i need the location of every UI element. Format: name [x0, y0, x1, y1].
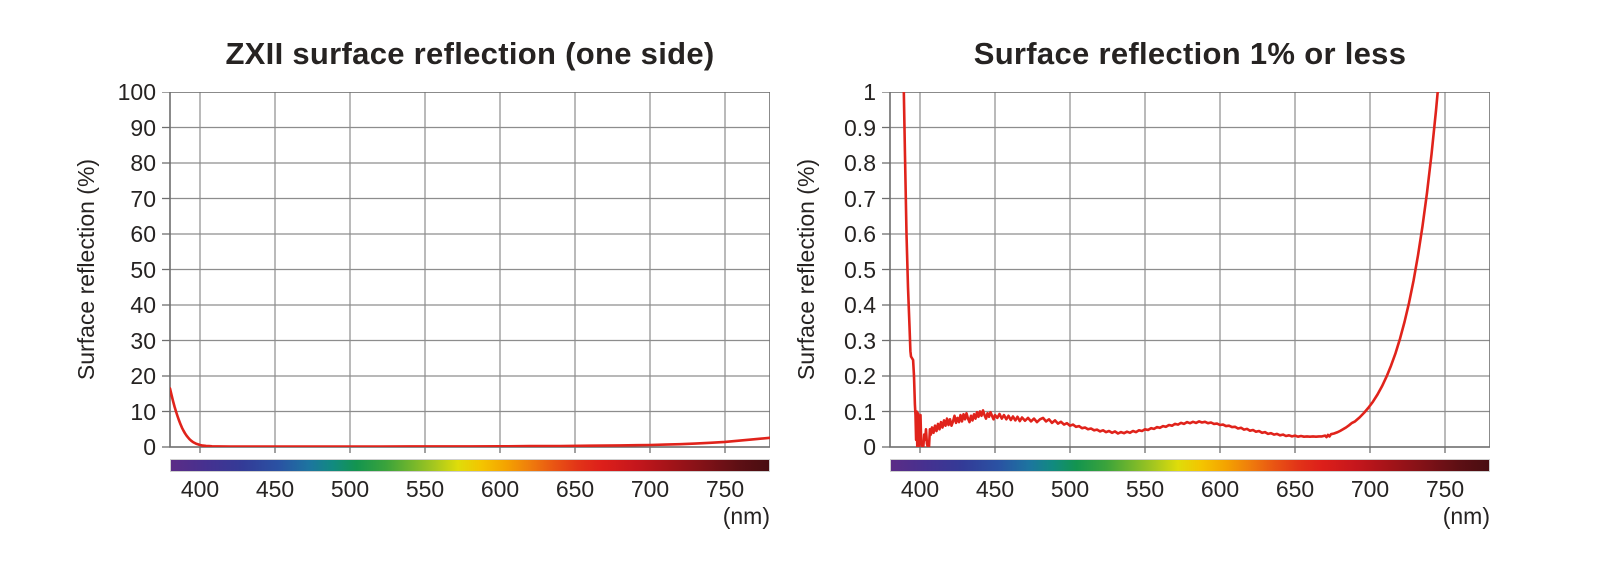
y-tick-label: 20: [130, 363, 156, 389]
reflection-curve: [902, 92, 1440, 447]
y-tick-label: 0.8: [844, 150, 876, 176]
x-tick-label: 550: [405, 476, 445, 502]
chart-left-zxii-surface-reflection: ZXII surface reflection (one side) Surfa…: [73, 36, 770, 529]
y-tick-label: 0.5: [844, 256, 876, 283]
x-axis-unit-label: (nm): [722, 503, 770, 529]
x-tick-label: 400: [180, 476, 220, 502]
x-tick-label: 700: [630, 476, 670, 502]
reflection-curve: [170, 387, 770, 447]
x-tick-label: 750: [1425, 476, 1465, 502]
x-tick-label: 450: [975, 476, 1015, 502]
y-tick-label: 0.2: [844, 363, 876, 389]
y-tick-label: 100: [117, 79, 156, 105]
chart-right-surface-reflection-1pct: Surface reflection 1% or less Surface re…: [720, 0, 1520, 566]
x-axis-unit-label: (nm): [1442, 503, 1490, 529]
x-tick-label: 650: [555, 476, 595, 502]
chart-title: ZXII surface reflection (one side): [225, 36, 715, 71]
y-tick-label: 70: [130, 185, 156, 212]
y-tick-label: 30: [130, 327, 156, 354]
x-tick-label: 700: [1350, 476, 1390, 502]
y-tick-label: 80: [130, 150, 156, 176]
x-tick-label: 400: [900, 476, 940, 502]
y-tick-label: 0.6: [844, 221, 876, 247]
y-tick-label: 1: [863, 79, 876, 105]
plot-area: [882, 92, 1490, 453]
x-tick-label: 450: [255, 476, 295, 502]
y-tick-label: 0.3: [844, 327, 876, 354]
y-tick-label: 0.9: [844, 114, 876, 141]
x-tick-label: 500: [1050, 476, 1090, 502]
y-tick-label: 0.7: [844, 185, 876, 212]
plot-area: [162, 92, 770, 453]
x-tick-label: 550: [1125, 476, 1165, 502]
y-tick-label: 90: [130, 114, 156, 141]
x-tick-label: 650: [1275, 476, 1315, 502]
y-tick-label: 10: [130, 398, 156, 425]
y-tick-label: 50: [130, 256, 156, 283]
y-tick-label: 0.4: [844, 292, 876, 318]
x-tick-label: 500: [330, 476, 370, 502]
y-tick-label: 0: [863, 434, 876, 460]
wavelength-spectrum-bar: [170, 459, 770, 472]
y-tick-label: 0.1: [844, 398, 876, 425]
x-tick-label: 750: [705, 476, 745, 502]
y-tick-label: 40: [130, 292, 156, 318]
y-tick-label: 60: [130, 221, 156, 247]
x-tick-label: 600: [1200, 476, 1240, 502]
chart-title: Surface reflection 1% or less: [973, 36, 1407, 71]
y-tick-label: 0: [143, 434, 156, 460]
x-tick-label: 600: [480, 476, 520, 502]
wavelength-spectrum-bar: [890, 459, 1490, 472]
